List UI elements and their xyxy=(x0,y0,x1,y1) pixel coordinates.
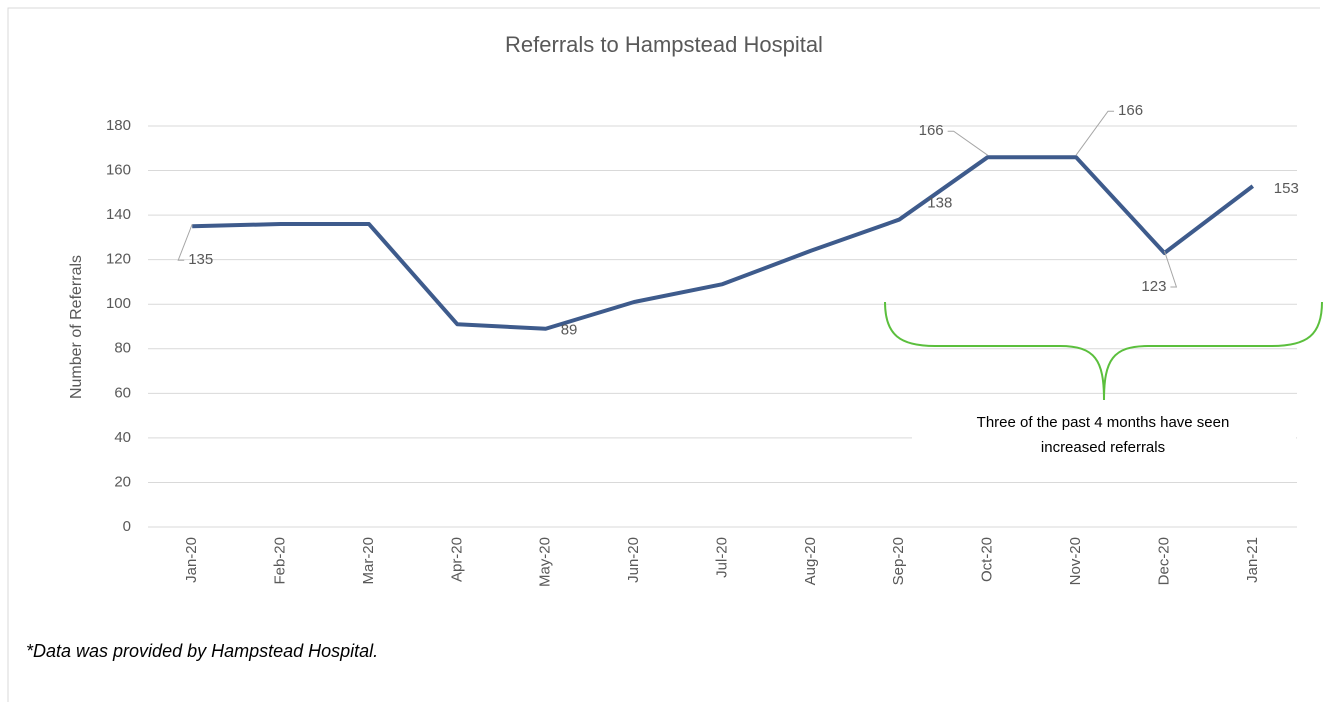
leader-line xyxy=(1163,250,1178,288)
x-tick-label: Jul-20 xyxy=(713,537,730,578)
y-tick-label: 40 xyxy=(114,429,131,446)
chart-title: Referrals to Hampstead Hospital xyxy=(505,32,823,57)
data-label: 153 xyxy=(1274,180,1299,197)
data-label: 166 xyxy=(1118,102,1143,119)
x-tick-label: Dec-20 xyxy=(1155,537,1172,585)
line-series xyxy=(192,155,1255,331)
y-tick-label: 100 xyxy=(106,295,131,312)
annotation-text: increased referrals xyxy=(1041,439,1165,456)
data-label: 166 xyxy=(919,122,944,139)
leader-line xyxy=(1075,110,1115,156)
footnote: *Data was provided by Hampstead Hospital… xyxy=(26,641,378,661)
y-tick-label: 60 xyxy=(114,384,131,401)
annotation: Three of the past 4 months have seen incr… xyxy=(884,301,1323,470)
x-tick-label: Jun-20 xyxy=(625,537,642,583)
data-label: 89 xyxy=(561,322,578,339)
x-tick-label: Feb-20 xyxy=(272,537,289,585)
y-tick-label: 20 xyxy=(114,473,131,490)
y-tick-label: 160 xyxy=(106,162,131,179)
grid: 0 20 40 60 80 100 120 140 160 180 Jan-20 Feb-20 Mar-… xyxy=(106,117,1297,587)
leader-line xyxy=(177,224,193,261)
y-tick-label: 140 xyxy=(106,206,131,223)
x-tick-label: Jan-21 xyxy=(1244,537,1261,583)
chart-border xyxy=(7,7,1320,702)
x-tick-label: Jan-20 xyxy=(183,537,200,583)
annotation-box xyxy=(912,398,1296,470)
x-tick-label: May-20 xyxy=(537,537,554,587)
x-tick-label: Apr-20 xyxy=(448,537,465,582)
x-tick-label: Mar-20 xyxy=(360,537,377,585)
plot: 135 89 138 166 166 123 153 xyxy=(177,102,1299,339)
x-tick-label: Nov-20 xyxy=(1067,537,1084,585)
annotation-brace xyxy=(884,301,1323,401)
x-tick-label: Aug-20 xyxy=(802,537,819,585)
annotation-text: Three of the past 4 months have seen xyxy=(977,414,1230,431)
data-label: 123 xyxy=(1141,278,1166,295)
y-tick-label: 80 xyxy=(114,340,131,357)
y-tick-label: 120 xyxy=(106,251,131,268)
data-label: 135 xyxy=(188,251,213,268)
x-tick-label: Oct-20 xyxy=(979,537,996,582)
leader-line xyxy=(947,130,988,156)
y-axis-title: Number of Referrals xyxy=(68,255,85,399)
x-tick-label: Sep-20 xyxy=(890,537,907,585)
y-tick-label: 180 xyxy=(106,117,131,134)
y-tick-label: 0 xyxy=(123,518,131,535)
data-label: 138 xyxy=(927,195,952,212)
